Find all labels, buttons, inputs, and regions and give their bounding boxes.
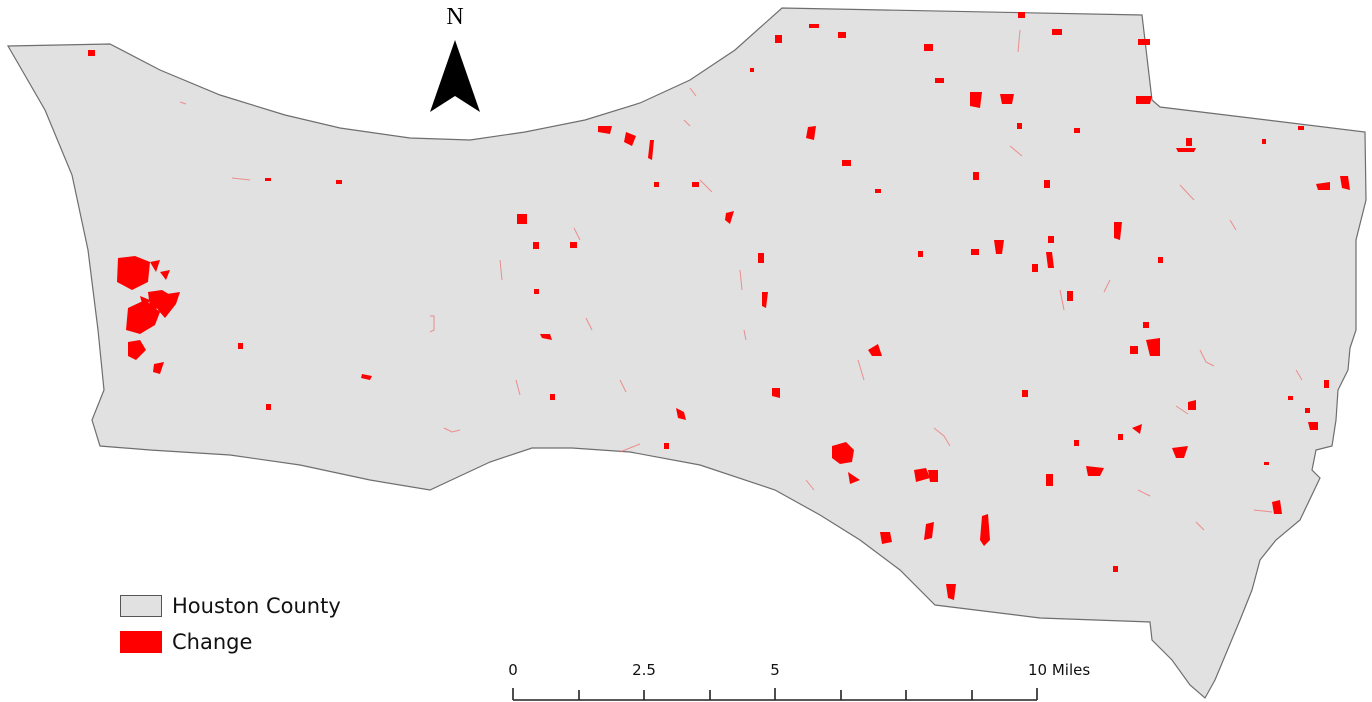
north-label: N: [446, 4, 463, 30]
legend-swatch-change: [120, 631, 162, 653]
legend-item-houston-county: Houston County: [120, 588, 341, 624]
county-boundary: [6, 7, 1367, 699]
scale-label-0: 0: [508, 661, 518, 679]
legend-item-change: Change: [120, 624, 341, 660]
scale-label-2-5: 2.5: [632, 661, 656, 679]
north-arrow-icon-right: [455, 40, 480, 112]
change-traces: [179, 29, 1303, 531]
legend-swatch-county: [120, 595, 162, 617]
legend-label: Houston County: [172, 594, 341, 618]
north-arrow-icon: [430, 40, 455, 112]
change-areas: [88, 12, 1350, 600]
scale-bar: [512, 688, 1038, 701]
scale-label-10-miles: 10 Miles: [1028, 661, 1090, 679]
north-arrow: N: [430, 4, 480, 112]
scale-label-5: 5: [770, 661, 780, 679]
legend-label: Change: [172, 630, 253, 654]
legend: Houston County Change: [120, 588, 341, 660]
